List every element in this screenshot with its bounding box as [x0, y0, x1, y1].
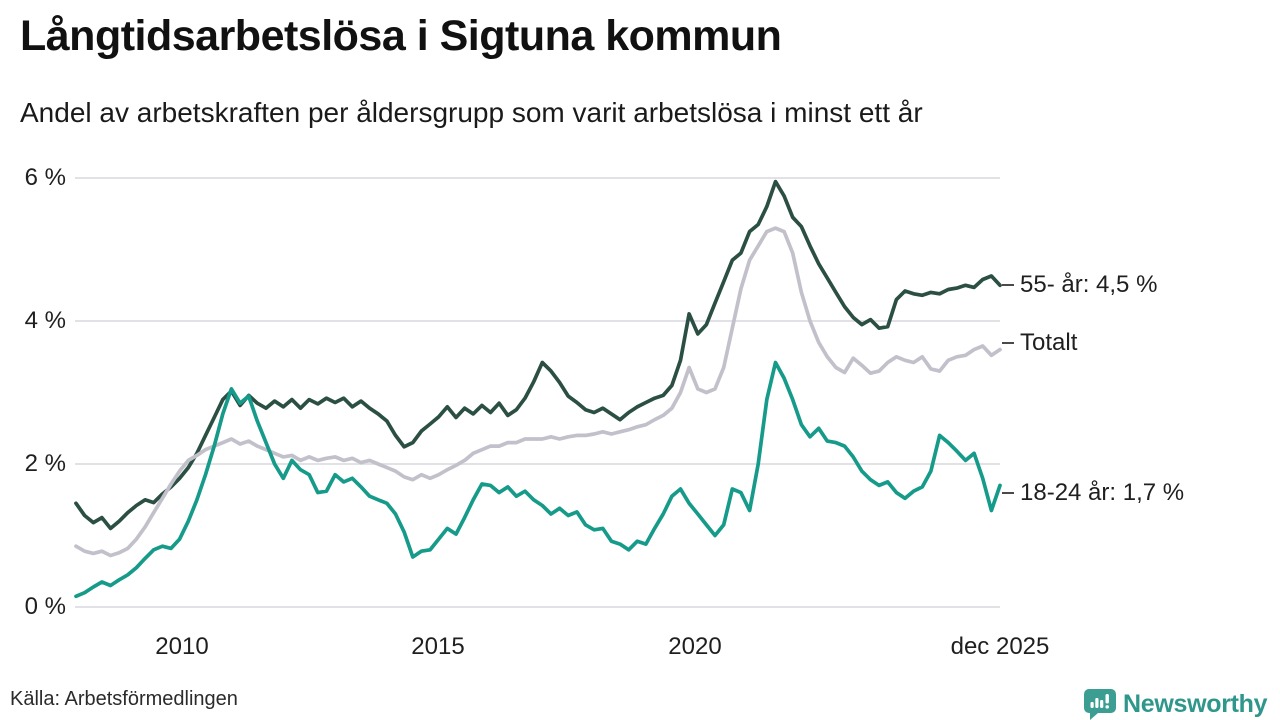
- source-note: Källa: Arbetsförmedlingen: [10, 688, 238, 710]
- page-title: Långtidsarbetslösa i Sigtuna kommun: [20, 12, 782, 60]
- gridline-4pct: [75, 320, 1000, 322]
- logo-exclamation-bar: [1105, 694, 1109, 704]
- label-tick-dash: [1002, 491, 1014, 495]
- chart-subtitle: Andel av arbetskraften per åldersgrupp s…: [20, 97, 923, 128]
- logo-bar-mid: [1100, 700, 1104, 708]
- series-label-18-24: 18-24 år: 1,7 %: [1002, 478, 1184, 508]
- newsworthy-logo: Newsworthy: [1084, 689, 1268, 720]
- y-tick-6: 6 %: [24, 164, 66, 191]
- logo-bubble-shape: [1084, 689, 1116, 720]
- newsworthy-logo-icon: [1084, 689, 1116, 720]
- x-tick-2020: 2020: [668, 633, 722, 660]
- logo-exclamation-dot: [1105, 705, 1109, 709]
- series-label-totalt-text: Totalt: [1020, 329, 1078, 356]
- gridline-0pct: [75, 606, 1000, 608]
- series-label-55-text: 55- år: 4,5 %: [1020, 271, 1158, 298]
- gridline-6pct: [75, 177, 1000, 179]
- x-tick-2010: 2010: [155, 633, 209, 660]
- series-label-18-24-text: 18-24 år: 1,7 %: [1020, 479, 1185, 506]
- y-tick-0: 0 %: [24, 593, 66, 620]
- y-tick-4: 4 %: [24, 307, 66, 334]
- logo-bar-tall: [1095, 698, 1099, 708]
- label-tick-dash: [1002, 341, 1014, 345]
- x-tick-2015: 2015: [411, 633, 465, 660]
- x-tick-dec-2025: dec 2025: [950, 633, 1050, 660]
- series-label-55: 55- år: 4,5 %: [1002, 270, 1157, 300]
- data-line-55-r: [74, 179, 1002, 531]
- logo-bar-short: [1090, 702, 1094, 708]
- series-label-totalt: Totalt: [1002, 328, 1077, 358]
- data-line-totalt: [74, 226, 1002, 558]
- gridline-2pct: [75, 463, 1000, 465]
- data-line-18-24-r: [74, 360, 1002, 599]
- y-tick-2: 2 %: [24, 450, 66, 477]
- newsworthy-logo-text: Newsworthy: [1123, 690, 1268, 718]
- label-tick-dash: [1002, 283, 1014, 287]
